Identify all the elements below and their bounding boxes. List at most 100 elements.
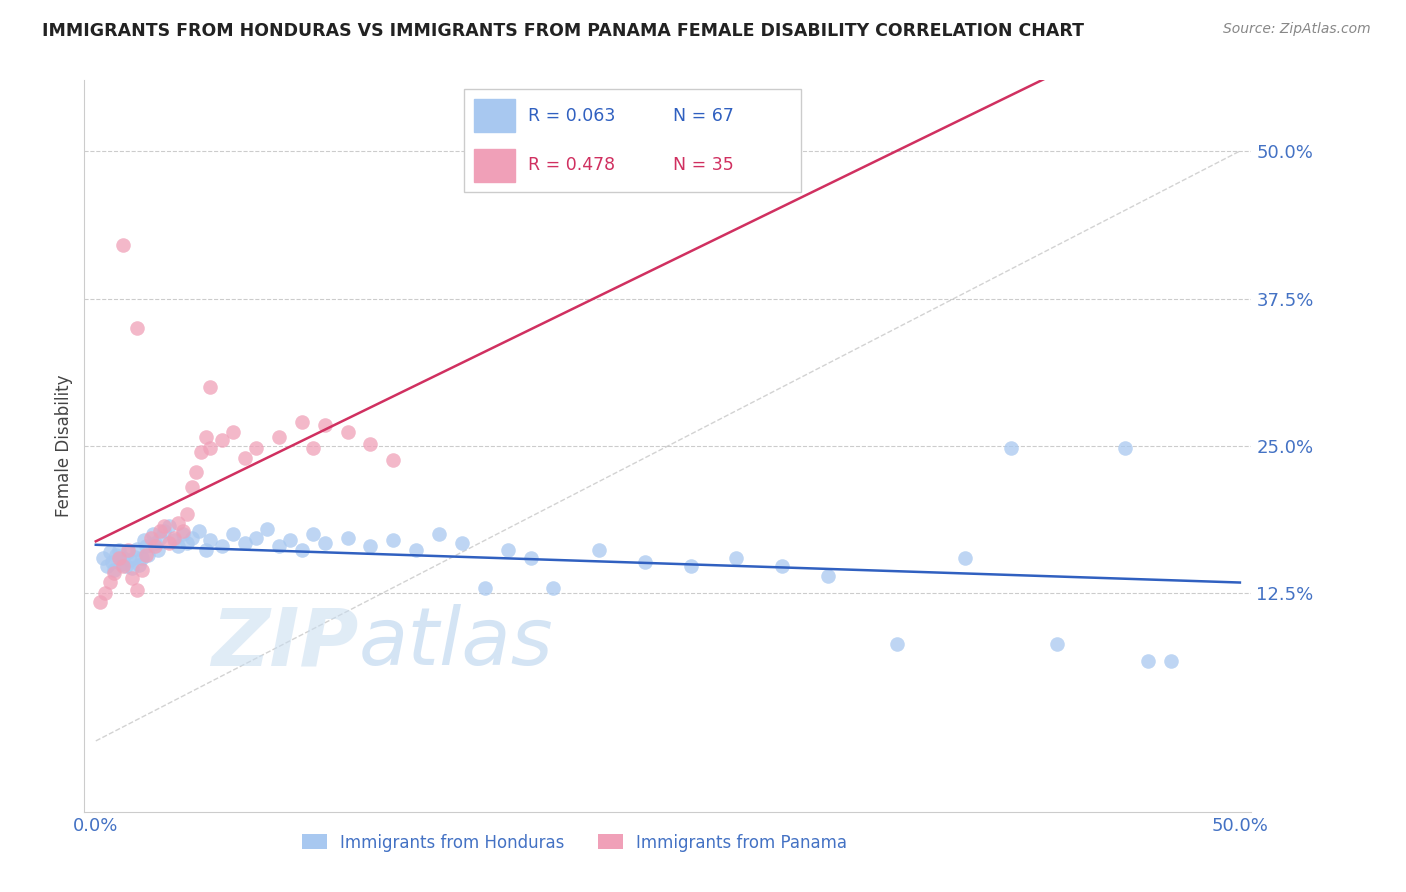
- Point: [382, 533, 405, 548]
- Point: [291, 542, 314, 557]
- Point: [1160, 654, 1182, 668]
- Point: [1000, 442, 1022, 456]
- Point: [124, 549, 146, 564]
- Point: [112, 551, 135, 566]
- Point: [176, 508, 198, 522]
- Point: [187, 524, 209, 538]
- Point: [107, 551, 129, 566]
- Point: [114, 559, 136, 574]
- Point: [98, 574, 121, 589]
- Point: [117, 545, 139, 559]
- Point: [110, 557, 132, 571]
- Point: [634, 555, 657, 569]
- Point: [725, 551, 748, 566]
- Point: [211, 539, 233, 553]
- Point: [427, 527, 450, 541]
- Point: [359, 539, 381, 553]
- Point: [382, 453, 405, 467]
- Point: [125, 541, 148, 556]
- Point: [91, 551, 114, 566]
- Point: [125, 582, 148, 597]
- Point: [98, 545, 121, 559]
- Point: [153, 519, 176, 533]
- Point: [101, 555, 124, 569]
- Point: [200, 442, 222, 456]
- Point: [211, 433, 233, 447]
- Legend: Immigrants from Honduras, Immigrants from Panama: Immigrants from Honduras, Immigrants fro…: [295, 827, 853, 858]
- Point: [222, 527, 245, 541]
- Point: [302, 527, 325, 541]
- Point: [142, 527, 165, 541]
- Point: [131, 551, 153, 566]
- Text: Source: ZipAtlas.com: Source: ZipAtlas.com: [1223, 22, 1371, 37]
- Point: [267, 429, 290, 443]
- Point: [143, 535, 166, 549]
- Point: [146, 542, 169, 557]
- Point: [153, 524, 176, 538]
- Point: [291, 416, 314, 430]
- Point: [194, 542, 217, 557]
- Point: [336, 425, 359, 439]
- Point: [162, 531, 184, 545]
- Text: IMMIGRANTS FROM HONDURAS VS IMMIGRANTS FROM PANAMA FEMALE DISABILITY CORRELATION: IMMIGRANTS FROM HONDURAS VS IMMIGRANTS F…: [42, 22, 1084, 40]
- Point: [172, 527, 194, 541]
- Point: [157, 519, 180, 533]
- Point: [94, 586, 117, 600]
- Point: [233, 450, 256, 465]
- Point: [1137, 654, 1160, 668]
- Point: [1046, 637, 1069, 651]
- Point: [112, 238, 135, 252]
- Point: [121, 560, 143, 574]
- Point: [96, 559, 118, 574]
- Point: [190, 445, 212, 459]
- Point: [138, 548, 160, 562]
- Text: N = 35: N = 35: [673, 156, 734, 174]
- Point: [245, 442, 267, 456]
- Point: [359, 436, 381, 450]
- Point: [121, 571, 143, 585]
- Point: [405, 542, 427, 557]
- Text: ZIP: ZIP: [211, 605, 359, 682]
- Y-axis label: Female Disability: Female Disability: [55, 375, 73, 517]
- Point: [679, 559, 702, 574]
- Point: [336, 531, 359, 545]
- Point: [200, 380, 222, 394]
- Point: [519, 551, 541, 566]
- Point: [233, 535, 256, 549]
- Point: [128, 558, 150, 573]
- Point: [157, 535, 180, 549]
- Text: N = 67: N = 67: [673, 107, 734, 125]
- Point: [162, 533, 184, 548]
- Point: [176, 535, 198, 549]
- Point: [89, 595, 111, 609]
- Point: [103, 566, 125, 581]
- Point: [302, 442, 325, 456]
- Point: [103, 563, 125, 577]
- Point: [267, 539, 290, 553]
- Point: [496, 542, 519, 557]
- Point: [132, 533, 155, 548]
- Point: [245, 531, 267, 545]
- Point: [817, 568, 839, 582]
- Bar: [474, 149, 515, 181]
- Point: [172, 524, 194, 538]
- Bar: [474, 99, 515, 132]
- Point: [143, 539, 166, 553]
- Point: [149, 524, 172, 538]
- Point: [180, 480, 202, 494]
- Text: atlas: atlas: [359, 605, 554, 682]
- Point: [194, 429, 217, 443]
- Text: R = 0.478: R = 0.478: [529, 156, 616, 174]
- Point: [149, 531, 172, 545]
- Point: [105, 548, 128, 562]
- Point: [314, 417, 336, 432]
- Point: [131, 563, 153, 577]
- Point: [200, 533, 222, 548]
- Point: [167, 539, 190, 553]
- Point: [167, 516, 190, 530]
- FancyBboxPatch shape: [464, 89, 801, 192]
- Point: [117, 542, 139, 557]
- Point: [125, 321, 148, 335]
- Point: [474, 581, 496, 595]
- Point: [543, 581, 565, 595]
